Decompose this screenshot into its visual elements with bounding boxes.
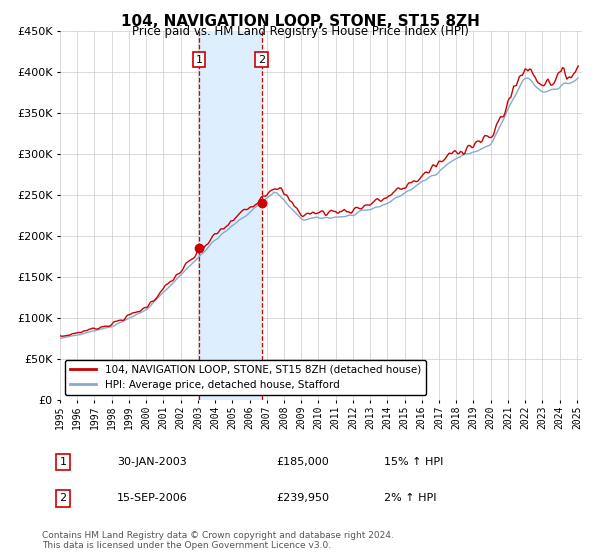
Text: £239,950: £239,950 xyxy=(276,493,329,503)
Legend: 104, NAVIGATION LOOP, STONE, ST15 8ZH (detached house), HPI: Average price, deta: 104, NAVIGATION LOOP, STONE, ST15 8ZH (d… xyxy=(65,360,426,395)
Text: 2: 2 xyxy=(258,54,265,64)
Text: 2% ↑ HPI: 2% ↑ HPI xyxy=(384,493,437,503)
Text: £185,000: £185,000 xyxy=(276,457,329,467)
Text: 1: 1 xyxy=(59,457,67,467)
Text: 30-JAN-2003: 30-JAN-2003 xyxy=(117,457,187,467)
Text: 1: 1 xyxy=(196,54,203,64)
Text: 15% ↑ HPI: 15% ↑ HPI xyxy=(384,457,443,467)
Text: 15-SEP-2006: 15-SEP-2006 xyxy=(117,493,188,503)
Text: 104, NAVIGATION LOOP, STONE, ST15 8ZH: 104, NAVIGATION LOOP, STONE, ST15 8ZH xyxy=(121,14,479,29)
Text: 2: 2 xyxy=(59,493,67,503)
Text: Contains HM Land Registry data © Crown copyright and database right 2024.
This d: Contains HM Land Registry data © Crown c… xyxy=(42,530,394,550)
Bar xyxy=(199,31,262,400)
Text: Price paid vs. HM Land Registry's House Price Index (HPI): Price paid vs. HM Land Registry's House … xyxy=(131,25,469,38)
